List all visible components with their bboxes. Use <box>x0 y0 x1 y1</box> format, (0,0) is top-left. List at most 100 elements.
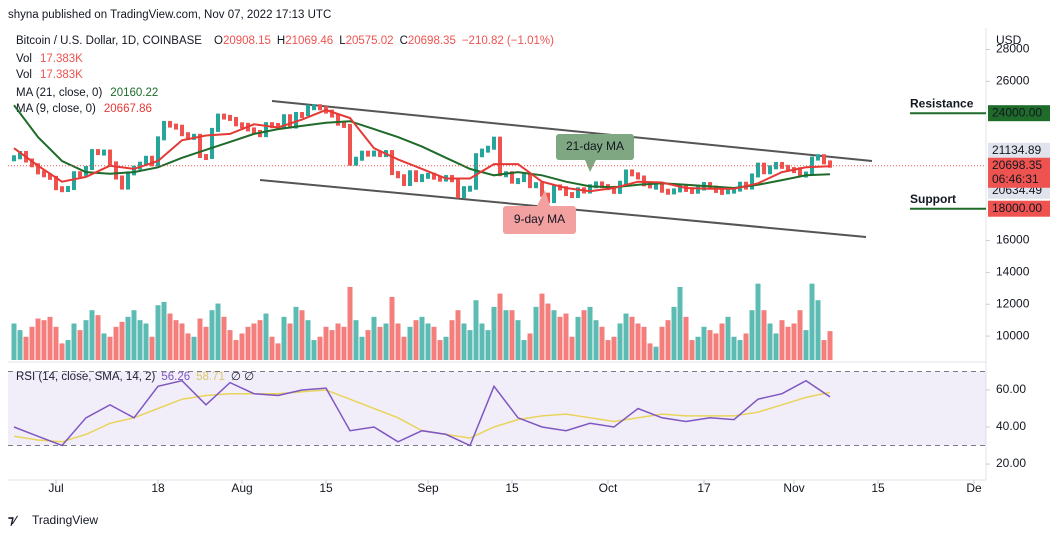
candle <box>60 186 64 193</box>
candle <box>438 175 442 182</box>
price-badge-label: 21134.89 <box>992 143 1041 157</box>
candle <box>264 122 268 138</box>
candle <box>306 104 310 117</box>
volume-bar <box>497 293 503 360</box>
candle <box>354 156 358 166</box>
volume-bar <box>707 330 713 360</box>
candle <box>408 170 412 187</box>
candle <box>228 114 232 121</box>
candle <box>294 111 298 129</box>
ohlc-legend: O20908.15 H21069.46 L20575.02 C20698.35 −210… <box>214 35 554 47</box>
candle <box>426 172 430 179</box>
volume-bar <box>191 336 197 360</box>
volume-bar <box>317 336 323 360</box>
ma-callout <box>503 206 576 234</box>
candle <box>510 171 514 184</box>
y-tick-label: 16000 <box>996 233 1030 247</box>
candle <box>120 175 124 190</box>
volume-bar <box>107 336 113 360</box>
volume-bar <box>443 336 449 360</box>
candle <box>816 154 820 161</box>
volume-bar <box>761 310 767 360</box>
candle <box>366 150 370 157</box>
candle <box>666 188 670 195</box>
candle <box>756 162 760 178</box>
volume-bar <box>257 320 263 360</box>
volume-bar <box>773 333 779 360</box>
volume-bar <box>683 316 689 360</box>
candle <box>576 187 580 198</box>
ohlc-key: H <box>277 35 285 47</box>
volume-bar <box>665 320 671 360</box>
candle <box>546 192 550 204</box>
volume-bar <box>185 333 191 360</box>
ma-value: 20160.22 <box>110 87 158 99</box>
volume-bar <box>341 326 347 360</box>
candle <box>30 158 34 168</box>
candle <box>66 186 70 193</box>
volume-bar <box>95 315 101 360</box>
candle <box>468 185 472 192</box>
candle <box>672 188 676 195</box>
volume-bar <box>113 326 119 360</box>
volume-bar <box>29 326 35 360</box>
candle <box>786 164 790 172</box>
candle <box>270 122 274 129</box>
volume-bar <box>599 326 605 360</box>
ma-name: MA (9, close, 0) <box>16 103 96 115</box>
x-tick-label: 15 <box>505 481 519 495</box>
x-tick-label: Nov <box>783 481 804 495</box>
volume-bar <box>617 323 623 360</box>
level-badge-label: 18000.00 <box>992 201 1042 215</box>
candle <box>42 170 46 178</box>
volume-bar <box>791 323 797 360</box>
volume-bar <box>275 343 281 360</box>
rsi-name: RSI (14, close, SMA, 14, 2) <box>16 371 156 383</box>
volume-bar <box>749 310 755 360</box>
candle <box>288 114 292 129</box>
volume-bar <box>437 340 443 360</box>
currency: USD <box>996 33 1022 47</box>
candle <box>360 150 364 161</box>
candle <box>414 170 418 183</box>
legend-row: MA (21, close, 0) 20160.22 <box>16 87 158 99</box>
candle <box>282 114 286 129</box>
volume-bar <box>797 310 803 360</box>
candle <box>528 173 532 189</box>
volume-bar <box>389 296 395 360</box>
candle <box>330 109 334 118</box>
candle <box>276 122 280 129</box>
volume-bar <box>515 320 521 360</box>
candle <box>192 133 196 140</box>
volume-bar <box>653 346 659 360</box>
volume-bar <box>593 320 599 360</box>
volume-bar <box>455 310 461 360</box>
published-line: shyna published on TradingView.com, Nov … <box>8 9 331 21</box>
volume-bar <box>137 320 143 360</box>
candle <box>636 172 640 180</box>
candle <box>78 171 82 178</box>
ma-callout-pointer <box>537 190 550 206</box>
candle <box>252 127 256 134</box>
current-price-badge <box>988 157 1050 188</box>
volume-bar <box>587 306 593 360</box>
volume-bar <box>647 343 653 360</box>
candle <box>564 186 568 197</box>
volume-bar <box>41 320 47 360</box>
volume-bar <box>815 300 821 360</box>
volume-name: Vol <box>16 53 32 65</box>
level-badge-label: 24000.00 <box>992 105 1042 119</box>
ohlc-value: 20575.02 <box>346 35 394 47</box>
candle <box>390 150 394 176</box>
candle <box>498 136 502 177</box>
volume-bar <box>527 333 533 360</box>
volume-bar <box>743 333 749 360</box>
volume-bar <box>323 326 329 360</box>
candle <box>612 185 616 194</box>
moving-average <box>13 104 831 190</box>
candle <box>180 124 184 137</box>
candle <box>84 165 88 176</box>
current-price-label: 20698.35 <box>992 158 1042 172</box>
volume-bar <box>713 333 719 360</box>
candle <box>90 149 94 170</box>
